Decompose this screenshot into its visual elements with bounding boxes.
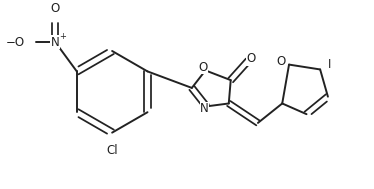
Text: I: I	[328, 58, 331, 71]
Text: N: N	[51, 36, 60, 49]
Text: O: O	[277, 55, 286, 68]
Text: O: O	[198, 61, 207, 74]
Text: −O: −O	[6, 36, 25, 49]
Text: Cl: Cl	[106, 144, 118, 157]
Text: +: +	[59, 32, 66, 41]
Text: N: N	[200, 102, 209, 115]
Text: O: O	[246, 52, 256, 65]
Text: O: O	[51, 2, 60, 15]
